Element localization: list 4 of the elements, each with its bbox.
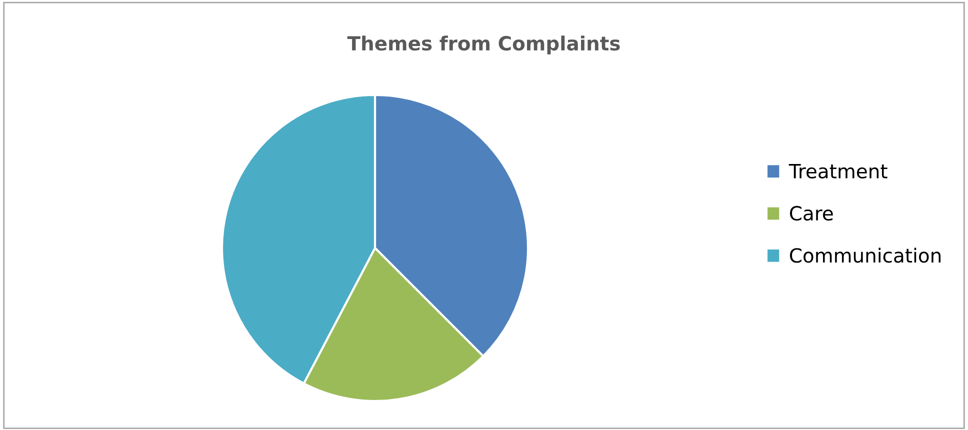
legend-label: Care: [790, 206, 833, 221]
chart-title: Themes from Complaints: [347, 36, 620, 54]
legend-label: Communication: [790, 248, 940, 263]
legend-label: Treatment: [788, 164, 888, 178]
